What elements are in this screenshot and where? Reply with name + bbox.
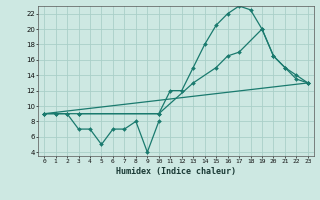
X-axis label: Humidex (Indice chaleur): Humidex (Indice chaleur) (116, 167, 236, 176)
